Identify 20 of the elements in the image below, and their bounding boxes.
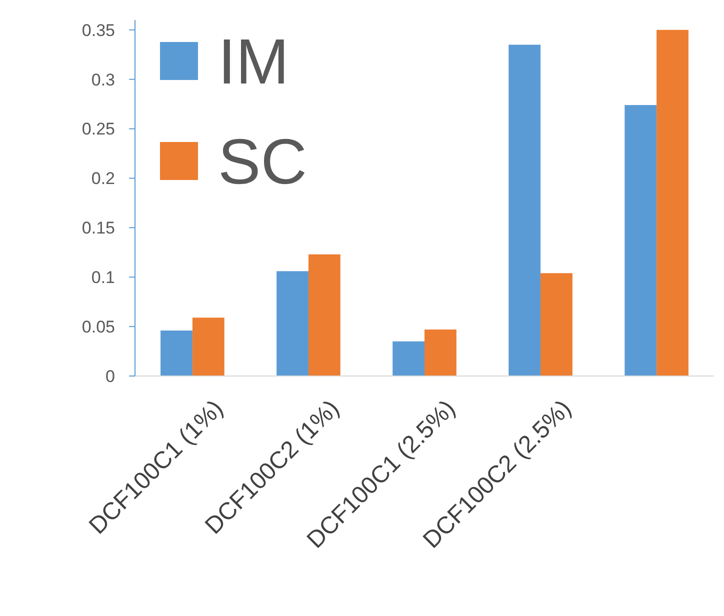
bar (540, 273, 572, 376)
y-tick-label: 0.2 (91, 169, 115, 188)
bar (160, 330, 192, 376)
legend-label: SC (218, 125, 307, 198)
y-tick-label: 0.1 (91, 268, 115, 288)
bar (392, 341, 424, 376)
y-tick-label: 0.25 (82, 120, 115, 139)
y-tick-label: 0.35 (82, 20, 115, 40)
y-tick-label: 0.05 (82, 318, 115, 337)
y-tick-label: 0.3 (91, 70, 115, 90)
bar (308, 254, 340, 376)
bar (276, 271, 308, 376)
bar (192, 318, 224, 376)
y-tick-label: 0 (106, 366, 115, 386)
y-tick-label: 0.15 (82, 218, 115, 238)
legend-label: IM (218, 25, 290, 98)
bar (424, 330, 456, 376)
bar (624, 105, 657, 376)
bar (656, 30, 688, 376)
bar (508, 44, 541, 376)
